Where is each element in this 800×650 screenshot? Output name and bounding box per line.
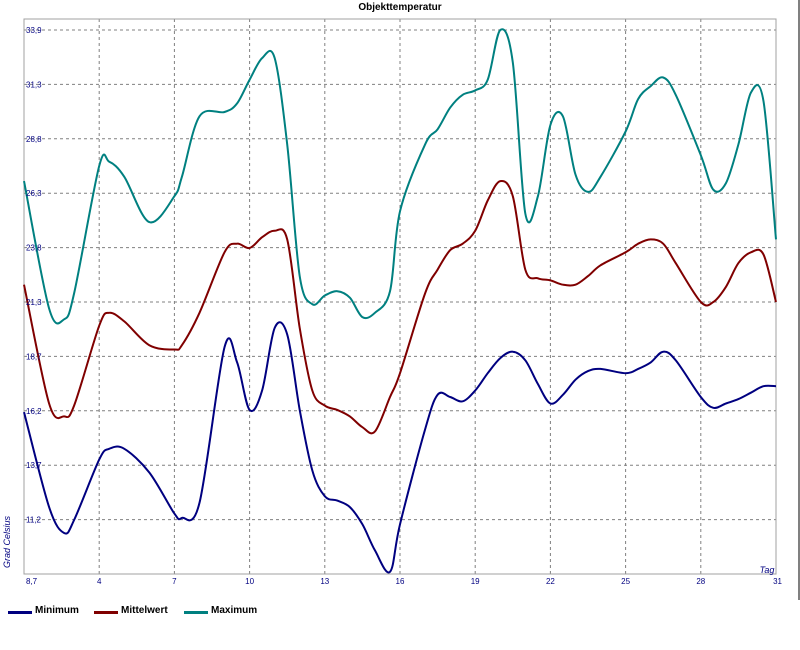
x-tick-label: 28 xyxy=(696,577,705,586)
y-tick-label: 16,2 xyxy=(26,407,42,416)
y-tick-label: 21,3 xyxy=(26,298,42,307)
y-tick-label: 18,7 xyxy=(26,352,42,361)
grid xyxy=(24,19,776,574)
legend-label-mittelwert: Mittelwert xyxy=(121,605,168,616)
y-axis-label: Grad Celsius xyxy=(2,515,12,568)
legend-label-maximum: Maximum xyxy=(211,605,258,616)
y-tick-label: 26,3 xyxy=(26,189,42,198)
series-lines xyxy=(23,28,777,574)
x-tick-label: 8,7 xyxy=(26,577,38,586)
chart-title: Objekttemperatur xyxy=(358,2,441,13)
y-tick-label: 28,8 xyxy=(26,135,42,144)
series-line-minimum xyxy=(23,321,777,574)
x-tick-label: 16 xyxy=(396,577,405,586)
x-tick-label: 19 xyxy=(471,577,480,586)
y-tick-label: 13,7 xyxy=(26,461,42,470)
x-axis-label: Tag xyxy=(760,565,775,575)
series-line-maximum xyxy=(23,28,777,325)
x-tick-label: 22 xyxy=(546,577,555,586)
x-tick-label: 7 xyxy=(172,577,177,586)
series-line-mittelwert xyxy=(23,179,777,435)
x-tick-label: 4 xyxy=(97,577,102,586)
legend-label-minimum: Minimum xyxy=(35,605,79,616)
legend-swatch-mittelwert xyxy=(94,611,118,614)
y-tick-label: 33,9 xyxy=(26,26,42,35)
plot-area-border xyxy=(23,18,777,575)
legend: Minimum Mittelwert Maximum xyxy=(8,605,788,625)
x-tick-label: 13 xyxy=(320,577,329,586)
x-tick-label: 25 xyxy=(621,577,630,586)
axis-tick-labels: 11,2 13,7 16,2 18,7 21,3 23,8 26,3 28,8 31,3 33,9… xyxy=(26,26,783,586)
x-tick-label: 31 xyxy=(773,577,782,586)
x-tick-label: 10 xyxy=(245,577,254,586)
legend-swatch-minimum xyxy=(8,611,32,614)
y-tick-label: 11,2 xyxy=(26,516,42,525)
y-tick-label: 31,3 xyxy=(26,80,42,89)
legend-swatch-maximum xyxy=(184,611,208,614)
y-tick-label: 23,8 xyxy=(26,244,42,253)
